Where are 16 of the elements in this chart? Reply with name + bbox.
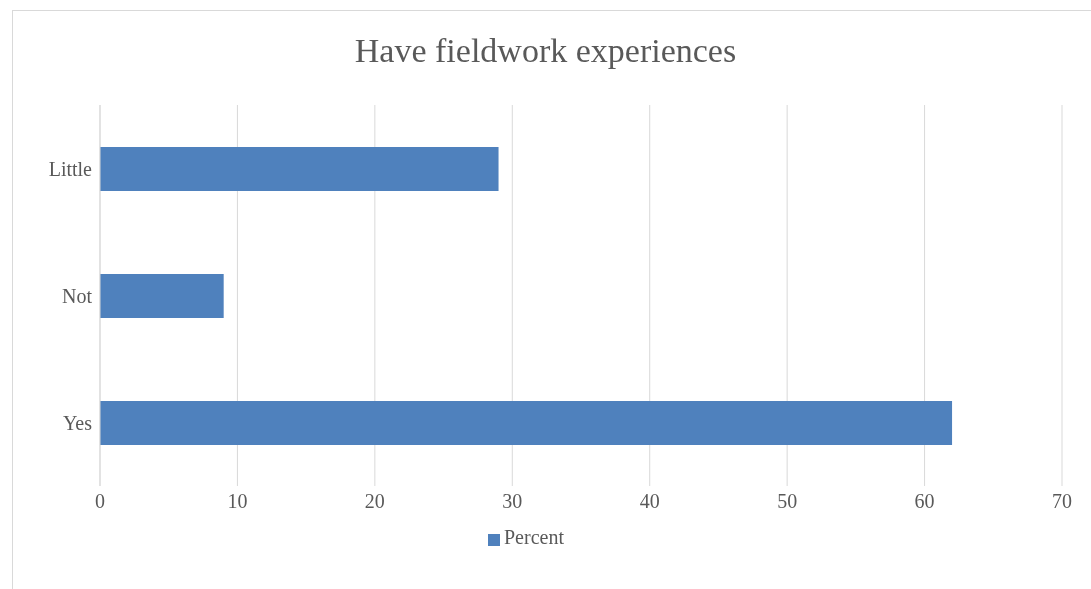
bar [100,401,953,445]
x-tick-label: 20 [364,490,385,513]
bar [100,274,224,318]
x-tick-label: 30 [502,490,523,513]
x-tick-label: 40 [639,490,660,513]
x-tick-label: 50 [777,490,798,513]
y-tick-label: Not [62,284,93,307]
y-tick-label: Yes [62,411,93,434]
x-tick-label: 10 [227,490,248,513]
y-tick-label: Little [48,157,93,180]
chart-title: Have fieldwork experiences [353,32,738,70]
bar [100,147,499,191]
x-tick-label: 70 [1052,490,1072,513]
x-tick-label: 0 [95,490,105,513]
x-tick-label: 60 [914,490,935,513]
legend-label: Percent [504,526,564,548]
